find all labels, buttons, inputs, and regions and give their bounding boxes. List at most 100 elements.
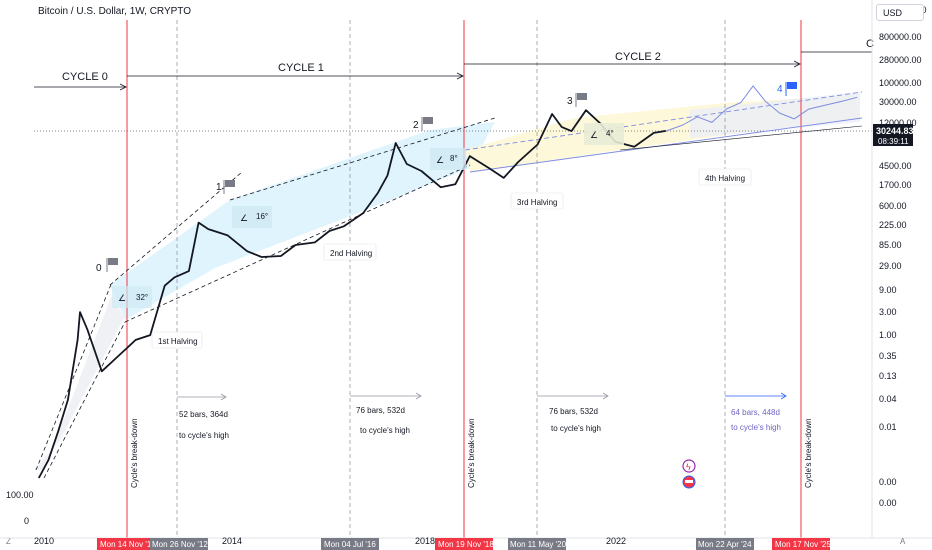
duration-1: 52 bars, 364d to cycle's high <box>177 393 229 440</box>
left-label-0: 0 <box>24 516 29 526</box>
y-tick-label: 0.01 <box>879 422 897 432</box>
trend-line-4-bottom <box>619 125 863 151</box>
svg-text:Mon 19 Nov '18: Mon 19 Nov '18 <box>438 540 494 549</box>
peak-label-0: 0 <box>96 263 102 274</box>
svg-text:Mon 04 Jul '16: Mon 04 Jul '16 <box>324 540 376 549</box>
marker-cycle-2011: Mon 14 Nov '11 <box>97 538 156 550</box>
cycle-2-label: CYCLE 2 <box>615 51 661 63</box>
y-tick-label: 85.00 <box>879 240 902 250</box>
svg-text:52 bars, 364d: 52 bars, 364d <box>179 410 228 419</box>
cycle-0-label: CYCLE 0 <box>62 71 108 83</box>
svg-text:1st Halving: 1st Halving <box>158 337 198 346</box>
y-tick-label: 280000.00 <box>879 55 922 65</box>
flag-icon <box>575 93 587 107</box>
breakdown-label-2: Cycle's break-down <box>467 418 476 488</box>
price-tag: 30244.83 08:39:11 <box>873 124 914 146</box>
svg-text:to cycle's high: to cycle's high <box>551 424 601 433</box>
projection-line <box>665 85 858 132</box>
y-tick-label: 12000.00 <box>879 118 917 128</box>
svg-text:Mon 14 Nov '11: Mon 14 Nov '11 <box>100 540 156 549</box>
svg-text:Mon 26 Nov '12: Mon 26 Nov '12 <box>152 540 208 549</box>
marker-halving-2020: Mon 11 May '20 <box>508 538 567 550</box>
left-label-z: Z <box>6 537 11 546</box>
svg-text:to cycle's high: to cycle's high <box>360 426 410 435</box>
y-tick-label: 29.00 <box>879 261 902 271</box>
x-tick-2022: 2022 <box>606 536 626 546</box>
projection-channel <box>690 92 860 138</box>
svg-text:76 bars, 532d: 76 bars, 532d <box>549 407 598 416</box>
halving-label-3: 3rd Halving <box>510 192 564 210</box>
x-tick-2018: 2018 <box>415 536 435 546</box>
svg-text:76 bars, 532d: 76 bars, 532d <box>356 406 405 415</box>
trend-line-3-top <box>464 91 863 151</box>
y-tick-label: 0.04 <box>879 394 897 404</box>
halving-label-4: 4th Halving <box>698 168 752 186</box>
angle-icon: ∠ <box>118 293 126 303</box>
svg-text:8°: 8° <box>450 154 458 163</box>
angle-badge-3: ∠ 4° <box>584 123 624 145</box>
y-tick-label: 4500.00 <box>879 161 912 171</box>
flag-icon-blue <box>785 82 797 96</box>
y-tick-label: 1.00 <box>879 330 897 340</box>
svg-text:08:39:11: 08:39:11 <box>878 137 909 146</box>
y-tick-label: 0.00 <box>879 477 897 487</box>
y-tick-label: 3.00 <box>879 307 897 317</box>
duration-4: 64 bars, 448d to cycle's high <box>725 392 787 432</box>
currency-selector[interactable]: USD <box>876 4 924 21</box>
marker-halving-2016: Mon 04 Jul '16 <box>321 538 379 550</box>
y-tick-label: 0.35 <box>879 351 897 361</box>
duration-2: 76 bars, 532d to cycle's high <box>350 392 422 435</box>
svg-text:ϟ: ϟ <box>686 462 691 472</box>
flag-icon <box>106 258 118 272</box>
y-tick-label: 800000.00 <box>879 32 922 42</box>
y-tick-label: 100000.00 <box>879 78 922 88</box>
breakdown-label-3: Cycle's break-down <box>804 418 813 488</box>
peak-label-3: 3 <box>567 96 573 107</box>
svg-text:Mon 22 Apr '24: Mon 22 Apr '24 <box>698 540 752 549</box>
peak-label-2: 2 <box>413 120 419 131</box>
marker-halving-2012: Mon 26 Nov '12 <box>150 538 208 550</box>
cycle-arrows <box>34 51 872 91</box>
halving-label-2: 2nd Halving <box>323 243 377 261</box>
y-tick-label: 1700.00 <box>879 180 912 190</box>
y-tick-label: 225.00 <box>879 220 907 230</box>
y-tick-label: 30000.00 <box>879 97 917 107</box>
trend-line-2-top <box>229 117 496 201</box>
flag-us-icon[interactable] <box>682 475 696 489</box>
flag-icon <box>223 180 235 194</box>
angle-icon: ∠ <box>240 213 248 223</box>
angle-badge-2: ∠ 8° <box>430 148 466 170</box>
svg-text:32°: 32° <box>136 293 148 302</box>
lightning-icon[interactable]: ϟ <box>682 459 696 473</box>
angle-icon: ∠ <box>590 130 598 140</box>
svg-text:2nd Halving: 2nd Halving <box>330 249 372 258</box>
svg-text:16°: 16° <box>256 212 268 221</box>
price-line <box>38 109 667 479</box>
trend-line-0-top <box>35 281 113 471</box>
chart-title: Bitcoin / U.S. Dollar, 1W, CRYPTO <box>38 6 192 17</box>
cycle-3-label: C <box>866 38 874 50</box>
x-tick-a: A <box>900 537 906 546</box>
svg-text:4th Halving: 4th Halving <box>705 174 745 183</box>
marker-cycle-2018: Mon 19 Nov '18 <box>435 538 494 550</box>
flag-icon <box>421 117 433 131</box>
svg-text:Mon 17 Nov '25: Mon 17 Nov '25 <box>775 540 831 549</box>
svg-text:3rd Halving: 3rd Halving <box>517 198 557 207</box>
angle-icon: ∠ <box>436 155 444 165</box>
peak-label-4: 4 <box>777 84 783 95</box>
cycle0-band <box>34 295 124 470</box>
x-tick-2014: 2014 <box>222 536 242 546</box>
breakdown-label-1: Cycle's break-down <box>130 418 139 488</box>
cycle1-channel <box>110 122 495 320</box>
halving-label-1: 1st Halving <box>151 331 203 349</box>
left-label-100: 100.00 <box>6 490 34 500</box>
peak-label-1: 1 <box>216 182 222 193</box>
y-tick-label: 600.00 <box>879 201 907 211</box>
angle-badge-1: ∠ 16° <box>232 206 272 228</box>
marker-halving-2024: Mon 22 Apr '24 <box>696 538 754 550</box>
svg-text:64 bars, 448d: 64 bars, 448d <box>731 408 780 417</box>
y-tick-label: 0.13 <box>879 371 897 381</box>
trend-line-3-bottom <box>469 117 863 173</box>
duration-3: 76 bars, 532d to cycle's high <box>537 392 609 433</box>
